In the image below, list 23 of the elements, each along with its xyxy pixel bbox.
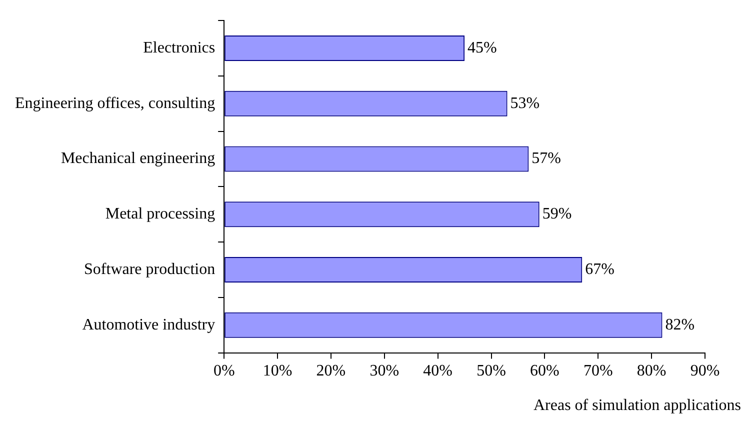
x-tick-label: 70% xyxy=(583,362,613,380)
x-tick-label: 30% xyxy=(370,362,400,380)
y-tick-label: Metal processing xyxy=(105,206,216,223)
x-tick-label: 80% xyxy=(636,362,666,380)
x-axis-title: Areas of simulation applications xyxy=(533,397,741,414)
x-tick-label: 90% xyxy=(690,362,720,380)
data-label: 53% xyxy=(510,94,540,112)
x-tick-label: 60% xyxy=(530,362,560,380)
x-tick-label: 0% xyxy=(213,362,235,380)
x-tick-label: 40% xyxy=(423,362,452,380)
x-tick-label: 50% xyxy=(476,362,506,380)
y-tick-label: Automotive industry xyxy=(82,316,216,334)
y-tick-label: Software production xyxy=(84,260,216,278)
data-label: 67% xyxy=(585,260,614,278)
data-label: 45% xyxy=(468,39,497,56)
y-tick-label: Electronics xyxy=(143,39,216,56)
data-label: 82% xyxy=(665,316,695,334)
data-label: 57% xyxy=(532,150,561,168)
y-tick-label: Mechanical engineering xyxy=(60,150,216,168)
x-tick-label: 20% xyxy=(316,362,346,380)
data-label: 59% xyxy=(542,206,572,223)
x-tick-label: 10% xyxy=(262,362,292,380)
y-tick-label: Engineering offices, consulting xyxy=(14,94,216,112)
